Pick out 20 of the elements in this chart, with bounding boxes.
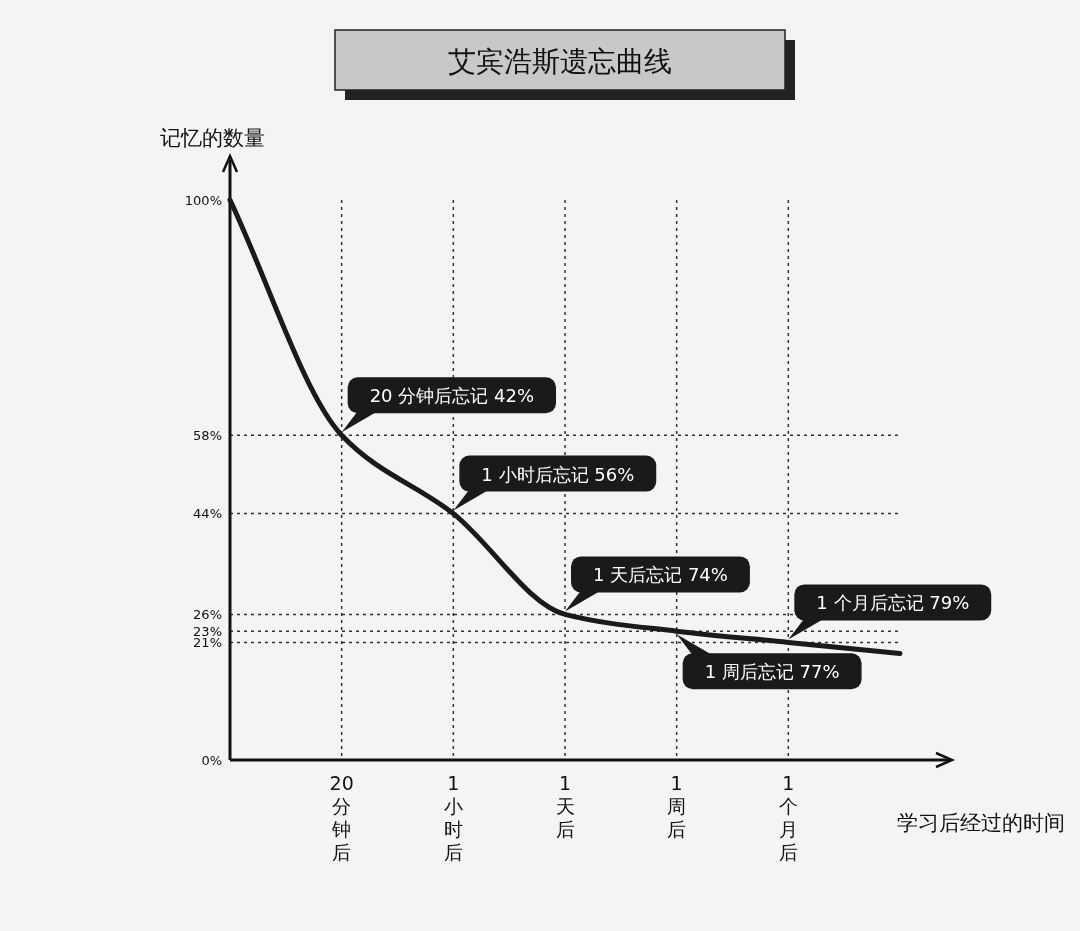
title: 艾宾浩斯遗忘曲线: [334, 29, 795, 100]
x-tick-label: 1天后: [555, 772, 575, 840]
x-tick-label: 1周后: [667, 772, 687, 840]
annotation: 20 分钟后忘记 42%: [369, 385, 535, 407]
x-tick-label: 1个月后: [778, 772, 798, 863]
chart-title: 艾宾浩斯遗忘曲线: [448, 45, 672, 78]
y-tick-label: 26%: [193, 606, 222, 622]
y-tick-label: 23%: [193, 623, 222, 639]
y-tick-label: 44%: [193, 506, 222, 522]
y-tick-label: 58%: [193, 427, 222, 443]
annotation: 1 小时后忘记 56%: [481, 463, 635, 485]
annotation: 1 个月后忘记 79%: [816, 592, 970, 614]
y-tick-label: 0%: [201, 752, 222, 768]
x-tick-label: 1小时后: [443, 772, 463, 863]
x-tick-label: 20分钟后: [329, 772, 354, 863]
annotation: 1 周后忘记 77%: [704, 661, 840, 683]
x-axis-title: 学习后经过的时间: [897, 811, 1065, 835]
annotation: 1 天后忘记 74%: [593, 564, 728, 586]
y-tick-label: 100%: [184, 192, 222, 208]
y-axis-title: 记忆的数量: [160, 126, 265, 150]
